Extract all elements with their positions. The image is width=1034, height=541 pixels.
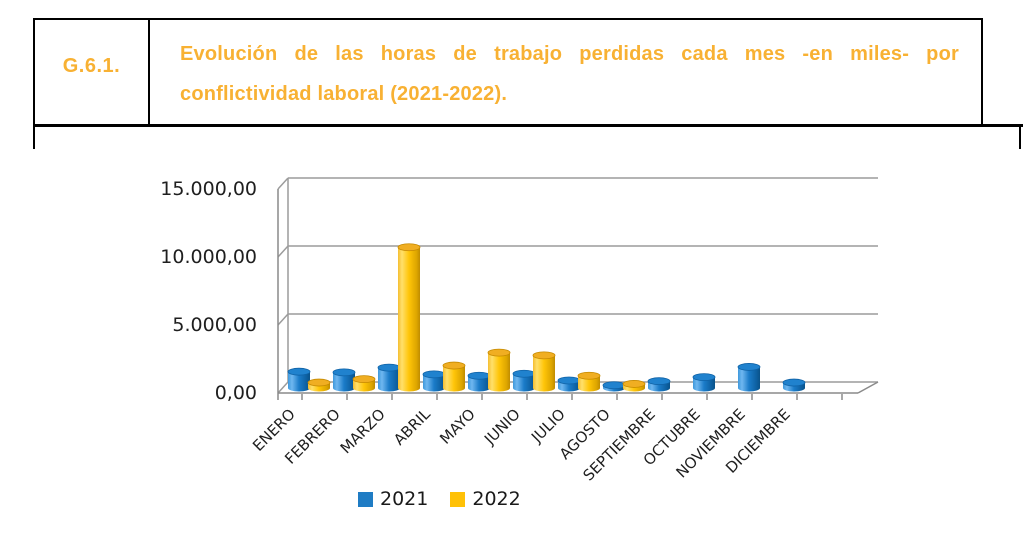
legend-item-2021: 2021 <box>358 488 428 510</box>
bar-2022-JUNIO <box>533 355 555 392</box>
bar-2022-JULIO <box>578 375 600 392</box>
month-label-MAYO: MAYO <box>436 405 479 448</box>
bar-top-2022-ENERO <box>307 378 331 387</box>
figure-title-line1: Evolución de las horas de trabajo perdid… <box>180 43 959 65</box>
bar-top-2021-ENERO <box>287 367 311 376</box>
gridline-elbow-15000 <box>277 177 289 190</box>
bar-2021-NOVIEMBRE <box>738 366 760 392</box>
table-border-stub-right <box>1019 127 1021 149</box>
legend-swatch-2022-icon <box>450 491 466 507</box>
bar-top-2022-AGOSTO <box>622 380 646 388</box>
bar-2021-MARZO <box>378 367 400 392</box>
bar-top-2022-JUNIO <box>532 351 556 360</box>
bar-top-2021-MARZO <box>377 363 401 372</box>
bar-top-2022-MAYO <box>487 348 511 357</box>
bar-top-2022-ABRIL <box>442 361 466 370</box>
bar-2021-ENERO <box>288 371 310 392</box>
bar-2022-MARZO <box>398 247 420 392</box>
figure-id-label: G.6.1. <box>62 54 121 77</box>
legend-label-2022: 2022 <box>472 488 521 510</box>
ytick-label-3: 15.000,00 <box>160 178 257 200</box>
month-label-JULIO: JULIO <box>527 405 569 447</box>
bar-top-2022-FEBRERO <box>352 375 376 384</box>
bar-2021-OCTUBRE <box>693 377 715 392</box>
bar-2021-JUNIO <box>513 373 535 392</box>
bar-top-2021-AGOSTO <box>602 381 626 390</box>
ytick-label-2: 10.000,00 <box>160 246 257 268</box>
bar-top-2021-OCTUBRE <box>692 373 716 382</box>
bar-top-2021-SEPTIEMBRE <box>647 377 671 386</box>
bar-2021-ABRIL <box>423 374 445 392</box>
chart-legend: 2021 2022 <box>358 488 521 510</box>
bar-2022-MAYO <box>488 352 510 392</box>
bar-top-2021-FEBRERO <box>332 368 356 377</box>
month-label-JUNIO: JUNIO <box>480 405 524 449</box>
month-label-ABRIL: ABRIL <box>390 405 434 449</box>
bar-2021-MAYO <box>468 375 490 392</box>
bar-top-2021-ABRIL <box>422 370 446 379</box>
bar-2022-ABRIL <box>443 365 465 392</box>
bar-top-2021-NOVIEMBRE <box>737 363 761 371</box>
figure-title-line2: conflictividad laboral (2021-2022). <box>180 83 508 105</box>
legend-item-2022: 2022 <box>450 488 521 510</box>
bar-top-2021-JUNIO <box>512 369 536 378</box>
gridline-elbow-0 <box>277 381 289 394</box>
floor-right-edge <box>857 381 879 394</box>
figure-id-cell: G.6.1. <box>35 20 150 126</box>
header-bottom-border <box>33 124 1023 127</box>
header-table: G.6.1. Evolución de las horas de trabajo… <box>33 18 983 126</box>
bar-top-2022-JULIO <box>577 371 601 380</box>
month-label-MARZO: MARZO <box>337 405 389 457</box>
bar-top-2021-JULIO <box>557 376 581 385</box>
table-border-stub-left <box>33 127 35 149</box>
gridline-elbow-10000 <box>277 245 289 258</box>
legend-label-2021: 2021 <box>380 488 429 510</box>
figure-title-cell: Evolución de las horas de trabajo perdid… <box>150 20 981 126</box>
bar-top-2022-MARZO <box>397 243 421 252</box>
legend-swatch-2021-icon <box>358 491 373 507</box>
ytick-label-1: 5.000,00 <box>172 314 257 336</box>
bar-2021-FEBRERO <box>333 372 355 392</box>
ytick-label-0: 0,00 <box>215 382 257 404</box>
bar-top-2021-MAYO <box>467 371 491 380</box>
bar-top-2021-DICIEMBRE <box>782 378 806 387</box>
gridline-elbow-5000 <box>277 313 289 326</box>
